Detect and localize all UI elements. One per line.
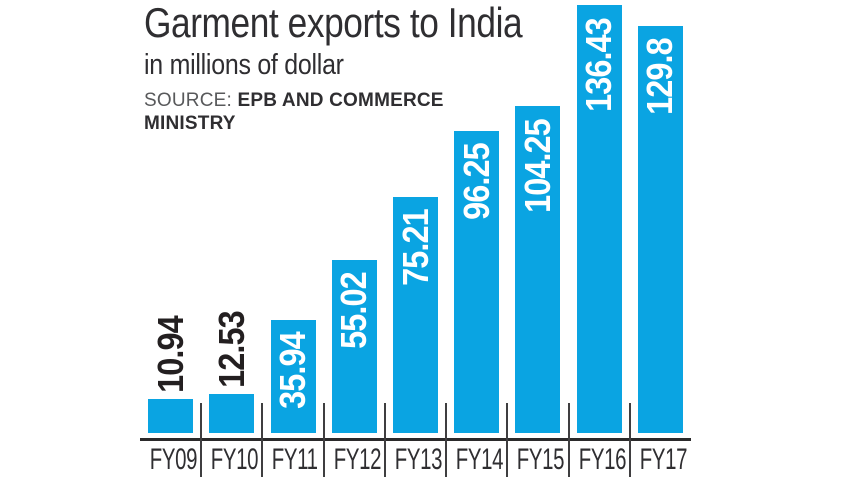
bar-fy14 (454, 131, 499, 433)
axis-tick-1 (200, 403, 202, 477)
bar-fy10 (209, 394, 254, 433)
bar-value-label-fy14: 96.25 (456, 143, 497, 220)
bar-value-label-fy09: 10.94 (150, 316, 191, 393)
axis-tick-7 (568, 403, 570, 477)
x-axis-label-fy14: FY14 (455, 443, 504, 476)
chart-title: Garment exports to India (144, 0, 523, 46)
axis-tick-6 (506, 403, 508, 477)
x-axis-label-fy13: FY13 (394, 443, 443, 476)
x-axis-label-fy09: FY09 (149, 443, 198, 476)
x-axis-label-fy10: FY10 (210, 443, 259, 476)
axis-tick-5 (445, 403, 447, 477)
chart-subtitle: in millions of dollar (144, 48, 344, 81)
source-value: EPB AND COMMERCE MINISTRY (144, 90, 444, 135)
x-axis-label-fy17: FY17 (639, 443, 688, 476)
bar-value-label-fy12: 55.02 (333, 272, 374, 349)
axis-tick-2 (261, 403, 263, 477)
bar-value-label-fy13: 75.21 (395, 209, 436, 286)
bar-fy15 (515, 106, 560, 433)
source-line: SOURCE: EPB AND COMMERCE MINISTRY (144, 89, 484, 135)
bar-fy13 (393, 197, 438, 433)
x-axis-line (140, 438, 691, 441)
bar-fy11 (271, 320, 316, 433)
bar-value-label-fy11: 35.94 (272, 332, 313, 409)
source-label: SOURCE: (144, 90, 232, 112)
bar-value-label-fy10: 12.53 (211, 311, 252, 388)
x-axis-label-fy11: FY11 (271, 443, 318, 476)
x-axis-label-fy16: FY16 (578, 443, 627, 476)
x-axis-label-fy12: FY12 (333, 443, 382, 476)
bar-fy09 (148, 399, 193, 433)
axis-tick-8 (629, 403, 631, 477)
chart-header: Garment exports to India in millions of … (144, 0, 594, 136)
bar-fy16 (577, 5, 622, 433)
bar-value-label-fy17: 129.8 (639, 38, 680, 115)
bar-fy17 (638, 26, 683, 433)
axis-tick-4 (384, 403, 386, 477)
x-axis-label-fy15: FY15 (516, 443, 565, 476)
bar-fy12 (332, 260, 377, 433)
axis-tick-3 (323, 403, 325, 477)
